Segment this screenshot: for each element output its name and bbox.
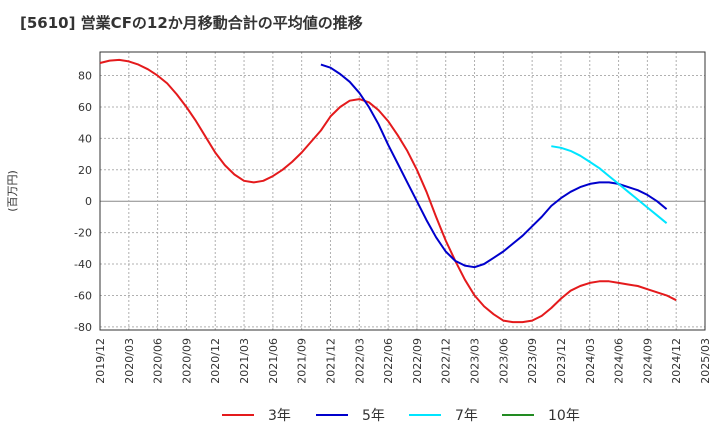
x-tick-label: 2020/03 — [123, 338, 136, 384]
legend-swatch — [409, 414, 441, 416]
legend-label: 7年 — [455, 408, 478, 424]
y-tick-label: -40 — [74, 258, 92, 271]
x-tick-label: 2023/12 — [555, 338, 568, 384]
series-line-3 — [551, 145, 668, 224]
legend-label: 10年 — [548, 408, 580, 424]
y-tick-label: 60 — [78, 101, 92, 114]
chart-title: [5610] 営業CFの12か月移動合計の平均値の推移 — [20, 14, 363, 32]
legend: 3年 5年 7年 10年 — [0, 403, 720, 427]
y-axis-label: (百万円) — [6, 170, 19, 212]
y-tick-label: 0 — [85, 195, 92, 208]
y-tick-label: -80 — [74, 321, 92, 334]
series-line-2 — [320, 63, 668, 269]
x-tick-label: 2021/03 — [238, 338, 251, 384]
x-tick-label: 2021/09 — [296, 338, 309, 384]
x-tick-label: 2023/03 — [469, 338, 482, 384]
x-tick-label: 2019/12 — [94, 338, 107, 384]
x-tick-label: 2022/06 — [382, 338, 395, 384]
y-tick-label: -60 — [74, 289, 92, 302]
legend-swatch — [222, 414, 254, 416]
x-tick-label: 2020/09 — [180, 338, 193, 384]
y-tick-label: -20 — [74, 227, 92, 240]
legend-item: 5年 — [316, 403, 385, 427]
y-axis-ticks: -80 -60 -40 -20 0 20 40 60 80 — [74, 70, 92, 334]
x-tick-label: 2023/09 — [526, 338, 539, 384]
x-tick-label: 2024/09 — [641, 338, 654, 384]
x-tick-label: 2023/06 — [497, 338, 510, 384]
y-tick-label: 40 — [78, 132, 92, 145]
plot-area — [100, 52, 705, 330]
legend-item: 10年 — [502, 403, 580, 427]
x-tick-label: 2020/06 — [152, 338, 165, 384]
x-tick-label: 2025/03 — [699, 338, 712, 384]
grid-lines — [99, 52, 706, 330]
plot-frame — [99, 51, 706, 331]
y-tick-label: 80 — [78, 70, 92, 83]
x-tick-label: 2022/09 — [411, 338, 424, 384]
x-tick-label: 2024/12 — [670, 338, 683, 384]
legend-swatch — [502, 414, 534, 416]
legend-item: 3年 — [222, 403, 291, 427]
x-tick-label: 2024/06 — [613, 338, 626, 384]
x-tick-label: 2021/06 — [267, 338, 280, 384]
series-line-1 — [99, 58, 677, 324]
legend-swatch — [316, 414, 348, 416]
x-tick-label: 2021/12 — [324, 338, 337, 384]
x-tick-label: 2020/12 — [209, 338, 222, 384]
x-tick-label: 2024/03 — [584, 338, 597, 384]
legend-label: 3年 — [268, 408, 291, 424]
x-tick-label: 2022/12 — [440, 338, 453, 384]
legend-item: 7年 — [409, 403, 478, 427]
series-lines — [99, 58, 677, 324]
y-tick-label: 20 — [78, 164, 92, 177]
x-tick-label: 2022/03 — [353, 338, 366, 384]
x-axis-ticks: 2019/12 2020/03 2020/06 2020/09 2020/12 2021/… — [94, 338, 712, 384]
legend-label: 5年 — [362, 408, 385, 424]
